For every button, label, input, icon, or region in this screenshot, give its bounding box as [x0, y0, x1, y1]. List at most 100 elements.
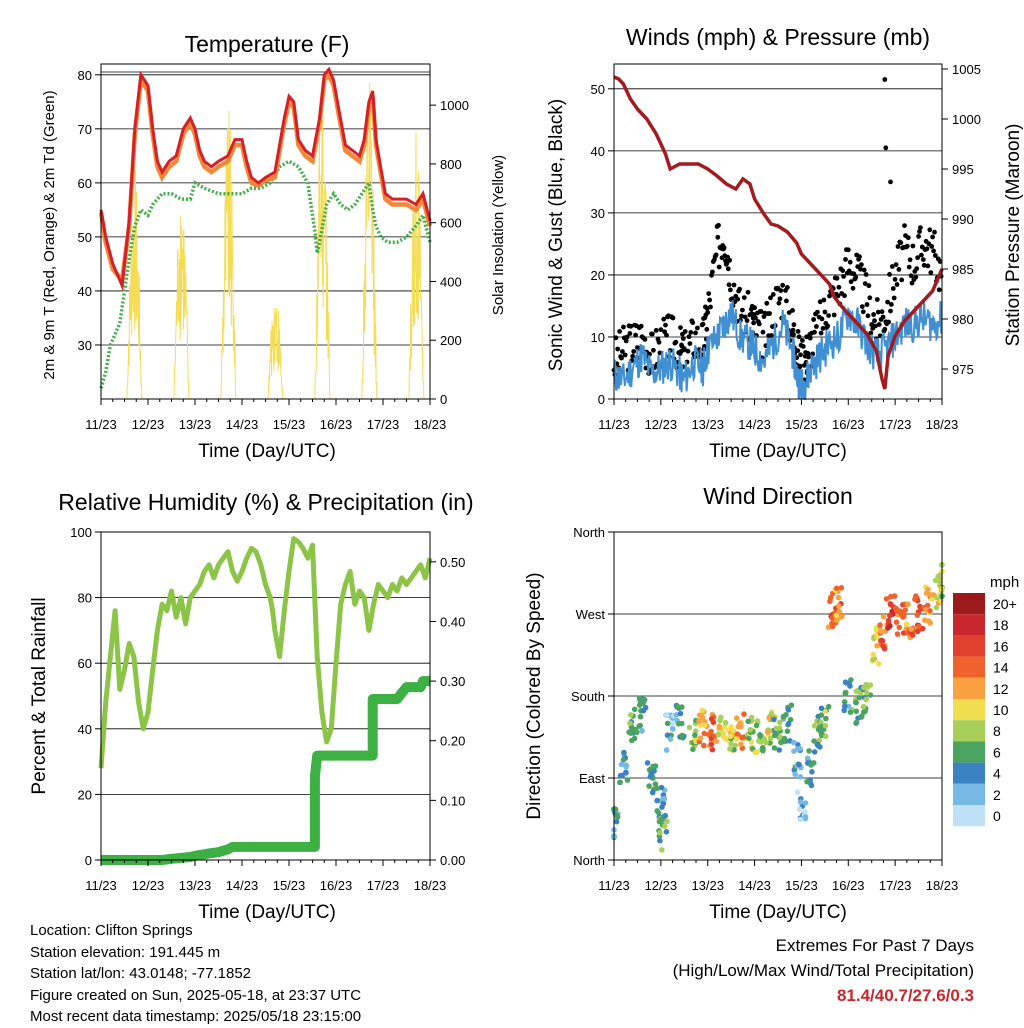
gust-point: [930, 234, 935, 240]
humidity-y2-tick-label: 0.10: [440, 793, 465, 808]
gust-point: [899, 277, 905, 283]
extremes-box: Extremes For Past 7 Days (High/Low/Max W…: [673, 933, 974, 1008]
gust-point: [859, 262, 864, 267]
gust-point: [623, 338, 629, 344]
gust-point: [882, 77, 888, 82]
direction-point: [771, 732, 778, 739]
direction-point: [870, 651, 876, 658]
humidity-x-tick-label: 15/23: [273, 878, 306, 893]
gust-point: [619, 355, 624, 361]
gust-point: [685, 348, 691, 354]
winds-title: Winds (mph) & Pressure (mb): [626, 24, 930, 50]
gust-point: [875, 309, 881, 315]
direction-point: [648, 770, 654, 777]
winds-x-tick-label: 16/23: [832, 417, 865, 432]
gust-point: [776, 300, 782, 306]
humidity-y-tick-label: 40: [78, 722, 92, 737]
extremes-values: 81.4/40.7/27.6/0.3: [836, 986, 974, 1005]
gust-point: [680, 336, 686, 341]
gust-point: [769, 333, 774, 338]
gust-point: [933, 253, 938, 258]
gust-point: [741, 295, 747, 300]
direction-y-tick-label: East: [579, 771, 605, 786]
gust-point: [724, 260, 730, 266]
gust-point: [791, 322, 797, 328]
direction-point: [612, 806, 618, 812]
direction-point: [874, 633, 880, 640]
gust-point: [841, 274, 846, 279]
gust-point: [744, 318, 750, 323]
gust-point: [795, 329, 801, 334]
gust-point: [819, 316, 825, 322]
direction-point: [613, 818, 620, 825]
gust-point: [613, 335, 619, 341]
direction-point: [863, 681, 869, 688]
relative-humidity-line: [98, 536, 433, 769]
winds-y2-tick-label: 995: [952, 162, 974, 177]
direction-point: [651, 764, 657, 770]
gust-point: [624, 334, 630, 340]
winds-y2-tick-label: 1005: [952, 62, 981, 77]
direction-point: [697, 735, 704, 741]
direction-point: [709, 746, 716, 753]
direction-point: [853, 699, 859, 706]
direction-point: [919, 625, 926, 632]
gust-point: [615, 346, 621, 352]
gust-point: [887, 272, 892, 277]
solar-insolation-line: [126, 169, 143, 400]
temperature-y-tick-label: 80: [78, 68, 92, 83]
direction-point: [853, 708, 860, 715]
solar-insolation-line: [267, 307, 284, 400]
direction-point: [876, 661, 882, 667]
direction-point: [797, 816, 804, 823]
gust-point: [726, 282, 732, 288]
gust-point: [656, 339, 662, 345]
direction-point: [699, 714, 706, 721]
gust-point: [840, 268, 846, 273]
wind-speed-line: [613, 300, 943, 400]
direction-point: [836, 608, 842, 615]
gust-point: [858, 266, 863, 272]
speed-legend-swatch: [953, 677, 985, 699]
temperature-x-tick-label: 16/23: [320, 417, 353, 432]
direction-point: [696, 718, 702, 724]
gust-point: [914, 266, 920, 271]
direction-point: [664, 720, 671, 727]
direction-point: [646, 783, 652, 789]
direction-point: [853, 688, 860, 695]
direction-point: [746, 735, 752, 742]
direction-point: [629, 737, 635, 744]
speed-legend-label: 12: [993, 681, 1009, 697]
direction-point: [804, 755, 811, 762]
direction-point: [900, 614, 906, 620]
direction-point: [636, 723, 642, 729]
winds-y2-tick-label: 985: [952, 262, 974, 277]
direction-point: [692, 732, 698, 738]
figure-created: Figure created on Sun, 2025-05-18, at 23…: [30, 986, 362, 1004]
winds-x-label: Time (Day/UTC): [709, 441, 847, 462]
direction-y-tick-label: North: [573, 853, 605, 868]
direction-point: [669, 721, 676, 727]
direction-point: [804, 778, 810, 785]
gust-point: [727, 257, 733, 263]
direction-point: [764, 729, 771, 735]
direction-point: [674, 703, 681, 710]
temperature-x-tick-label: 14/23: [226, 417, 259, 432]
direction-point: [914, 612, 921, 618]
gust-point: [904, 243, 910, 249]
gust-point: [822, 309, 828, 315]
humidity-x-tick-label: 18/23: [414, 878, 447, 893]
direction-point: [644, 760, 651, 766]
winds-y2-tick-label: 980: [952, 312, 974, 327]
direction-point: [614, 814, 621, 820]
direction-point: [667, 736, 674, 742]
direction-point: [870, 656, 876, 663]
gust-point: [920, 257, 926, 262]
gust-point: [693, 330, 698, 336]
direction-point: [841, 707, 847, 714]
direction-point: [885, 625, 891, 631]
direction-point: [780, 738, 787, 745]
gust-point: [918, 225, 923, 231]
gust-point: [742, 314, 748, 320]
direction-point: [640, 707, 647, 714]
